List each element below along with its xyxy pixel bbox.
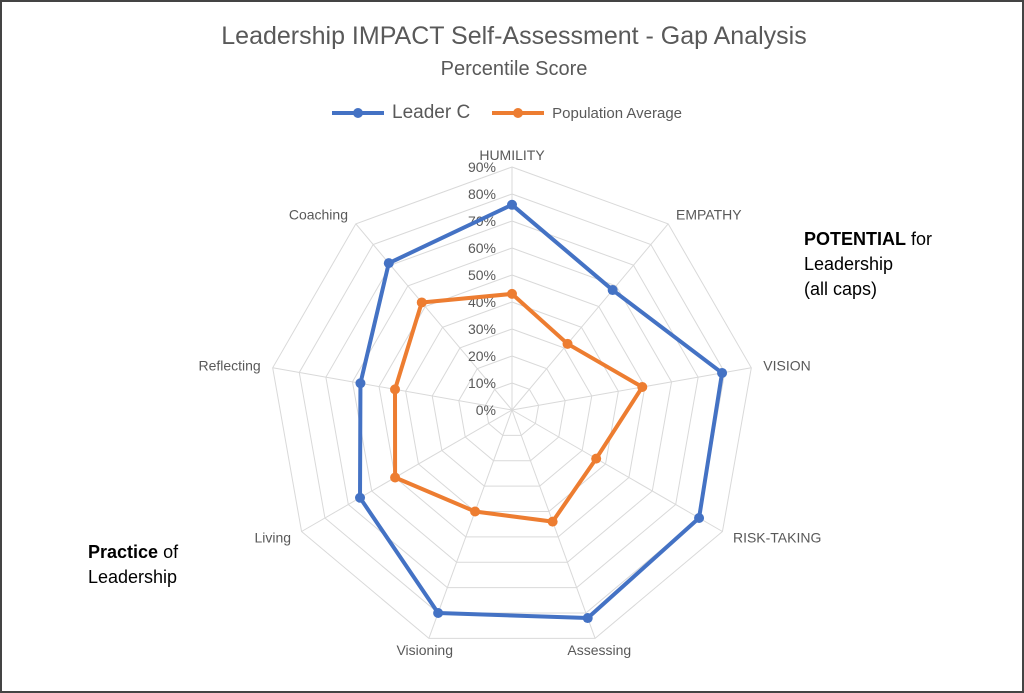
axis-label-empathy: EMPATHY: [676, 207, 742, 223]
axis-label-reflecting: Reflecting: [198, 358, 260, 374]
tick-label: 90%: [468, 159, 496, 175]
data-point-population-average: [416, 297, 427, 308]
grid-spoke: [355, 223, 513, 411]
data-point-population-average: [562, 338, 573, 349]
data-point-leader-c: [383, 258, 394, 269]
tick-label: 10%: [468, 375, 496, 391]
tick-label: 60%: [468, 240, 496, 256]
legend-label: Leader C: [392, 102, 471, 123]
grid-ring: [405, 301, 619, 512]
tick-label: 20%: [468, 348, 496, 364]
data-point-population-average: [470, 506, 481, 517]
grid-ring: [272, 166, 752, 639]
grid-spoke: [511, 367, 752, 411]
data-point-leader-c: [607, 285, 618, 296]
data-point-leader-c: [507, 199, 517, 210]
legend: Leader C Population Average: [332, 102, 682, 124]
legend-item-population-average: Population Average: [492, 105, 682, 122]
data-point-leader-c: [717, 367, 728, 378]
axis-label-humility: HUMILITY: [479, 147, 545, 163]
data-point-leader-c: [355, 492, 366, 503]
grid-ring: [298, 193, 726, 614]
data-point-population-average: [591, 453, 602, 464]
series-line-population-average: [393, 291, 645, 524]
data-point-leader-c: [582, 613, 593, 624]
legend-label: Population Average: [552, 104, 683, 122]
data-point-population-average: [390, 472, 401, 483]
tick-label: 30%: [468, 321, 496, 337]
data-point-leader-c: [355, 378, 366, 389]
grid-ring: [351, 247, 673, 563]
axis-label-coaching: Coaching: [289, 207, 348, 223]
series-line-leader-c: [358, 202, 725, 621]
grid-ring: [378, 274, 646, 538]
potential-line3: (all caps): [804, 279, 878, 299]
potential-rest: for: [906, 229, 933, 249]
potential-line2: Leadership: [804, 254, 894, 274]
data-point-leader-c: [433, 607, 444, 618]
grid-spoke: [428, 409, 513, 639]
potential-bold: POTENTIAL: [804, 229, 906, 249]
practice-line2: Leadership: [88, 567, 178, 587]
grid-spoke: [511, 223, 669, 411]
chart-title: Leadership IMPACT Self-Assessment - Gap …: [221, 22, 807, 50]
data-point-population-average: [507, 288, 517, 299]
data-point-population-average: [547, 516, 558, 527]
axis-label-visioning: Visioning: [396, 642, 453, 658]
tick-label: 50%: [468, 267, 496, 283]
practice-bold: Practice: [88, 542, 159, 562]
potential-annotation: POTENTIAL for Leadership (all caps): [804, 227, 932, 302]
grid-ring: [458, 355, 566, 462]
legend-item-leader-c: Leader C: [332, 102, 470, 124]
data-point-leader-c: [694, 513, 705, 523]
grid-ring: [431, 328, 593, 487]
tick-label: 0%: [476, 402, 496, 418]
axis-label-vision: VISION: [763, 358, 810, 374]
axis-label-assessing: Assessing: [567, 642, 631, 658]
axis-label-living: Living: [254, 530, 291, 546]
practice-rest: of: [158, 542, 179, 562]
grid-ring: [484, 382, 540, 436]
axis-label-risk-taking: RISK-TAKING: [733, 530, 821, 546]
grid-spoke: [511, 409, 723, 532]
practice-annotation: Practice of Leadership: [88, 540, 178, 590]
legend-marker-leader-c: [332, 108, 384, 118]
chart-subtitle: Percentile Score: [440, 58, 588, 80]
data-point-population-average: [637, 382, 648, 393]
grid-spoke: [301, 409, 513, 532]
legend-marker-population-average: [492, 108, 545, 118]
tick-label: 80%: [468, 186, 496, 202]
data-point-population-average: [390, 384, 401, 395]
grid-ring: [325, 220, 699, 589]
